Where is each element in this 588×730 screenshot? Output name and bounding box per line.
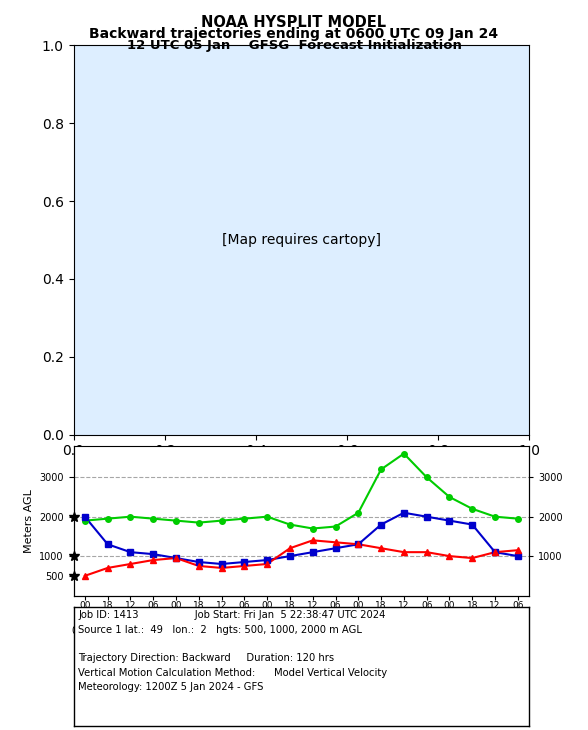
Text: NOAA HYSPLIT MODEL: NOAA HYSPLIT MODEL xyxy=(202,15,386,30)
Text: 01/07: 01/07 xyxy=(253,626,281,636)
Text: [Map requires cartopy]: [Map requires cartopy] xyxy=(222,233,381,247)
Y-axis label: Meters AGL: Meters AGL xyxy=(24,488,34,553)
Text: Backward trajectories ending at 0600 UTC 09 Jan 24: Backward trajectories ending at 0600 UTC… xyxy=(89,27,499,41)
Text: 12 UTC 05 Jan    GFSG  Forecast Initialization: 12 UTC 05 Jan GFSG Forecast Initializati… xyxy=(126,39,462,53)
Text: 01/08: 01/08 xyxy=(162,626,190,636)
Text: 01/05: 01/05 xyxy=(436,626,463,636)
Text: Job ID: 1413                  Job Start: Fri Jan  5 22:38:47 UTC 2024
Source 1 l: Job ID: 1413 Job Start: Fri Jan 5 22:38:… xyxy=(78,610,387,692)
Text: 01/09: 01/09 xyxy=(71,626,99,636)
Text: 01/06: 01/06 xyxy=(345,626,372,636)
